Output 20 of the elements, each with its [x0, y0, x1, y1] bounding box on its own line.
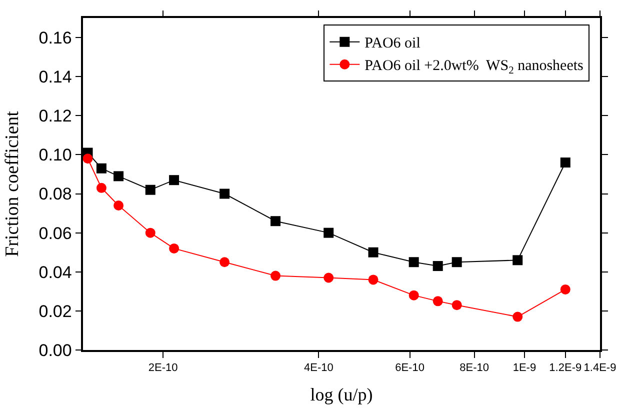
x-tick-label: 6E-10 — [395, 362, 424, 374]
x-tick-label: 1.2E-9 — [549, 362, 582, 374]
y-tick-label: 0.08 — [38, 184, 72, 204]
x-axis-title: log (u/p) — [310, 384, 373, 405]
x-tick-label: 8E-10 — [460, 362, 490, 374]
y-tick-label: 0.10 — [38, 146, 72, 165]
x-tick-label: 4E-10 — [304, 362, 334, 374]
legend-label: PAO6 oil +2.0wt% WS$_{2}$ nanosheets — [364, 58, 584, 76]
x-tick-label: 1.4E-9 — [584, 362, 616, 374]
y-tick-label: 0.02 — [38, 302, 72, 321]
y-tick-label: 0.14 — [38, 68, 72, 87]
y-tick-label: 0.00 — [38, 340, 72, 360]
y-tick-label: 0.12 — [38, 106, 72, 126]
y-tick-label: 0.04 — [38, 262, 72, 282]
x-tick-label: 2E-10 — [148, 362, 178, 374]
y-tick-label: 0.06 — [38, 224, 72, 243]
y-axis-title: Friction coefficient — [2, 110, 24, 257]
legend-label: PAO6 oil — [364, 36, 420, 52]
x-tick-label: 1E-9 — [512, 362, 536, 374]
y-tick-label: 0.16 — [38, 28, 72, 48]
